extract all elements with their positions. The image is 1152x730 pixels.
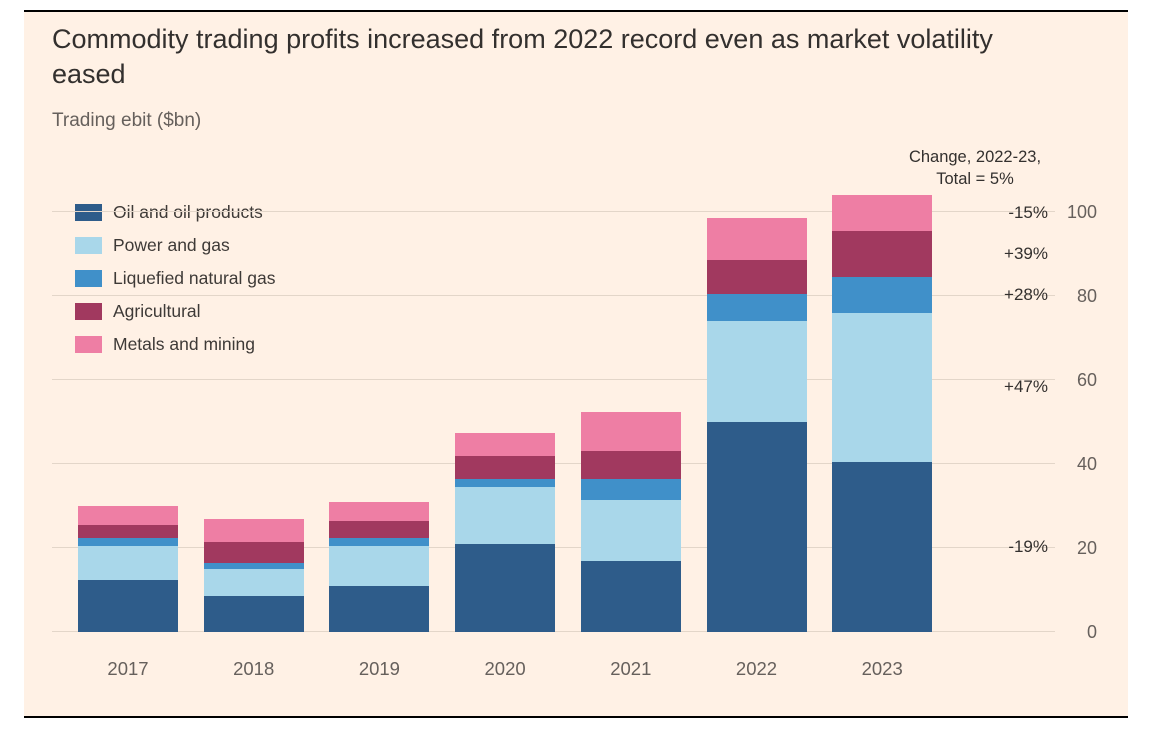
- legend-label-oil-and-oil-products: Oil and oil products: [113, 202, 263, 222]
- segment-2019-power-and-gas: [329, 545, 430, 586]
- segment-2018-oil-and-oil-products: [203, 596, 304, 632]
- segment-2018-agricultural: [203, 541, 304, 563]
- segment-2019-liquefied-natural-gas: [329, 537, 430, 546]
- segment-2020-metals-and-mining: [455, 432, 556, 456]
- segment-2020-power-and-gas: [455, 487, 556, 544]
- y-axis-label-80: 80: [1076, 286, 1097, 306]
- y-axis-label-40: 40: [1076, 454, 1097, 474]
- y-axis-label-0: 0: [1086, 622, 1097, 642]
- x-axis-label-2019: 2019: [358, 658, 400, 679]
- bar-2018: [203, 518, 304, 632]
- legend-item-agricultural: Agricultural: [75, 301, 275, 322]
- segment-2021-liquefied-natural-gas: [580, 478, 681, 500]
- x-axis-label-2023: 2023: [861, 658, 903, 679]
- change-label-liquefied-natural-gas: +28%: [1004, 284, 1048, 304]
- segment-2021-oil-and-oil-products: [580, 560, 681, 632]
- segment-2020-liquefied-natural-gas: [455, 478, 556, 488]
- legend-item-liquefied-natural-gas: Liquefied natural gas: [75, 268, 275, 289]
- plot-area: 0 20 40 60 80 100 2017 2018 2019 2020 2021 2022 2023…: [52, 192, 1097, 679]
- segment-2017-metals-and-mining: [78, 506, 178, 525]
- segment-2022-metals-and-mining: [706, 218, 807, 261]
- chart-title: Commodity trading profits increased from…: [52, 24, 993, 89]
- segment-2023-liquefied-natural-gas: [832, 277, 933, 313]
- segment-2023-metals-and-mining: [832, 195, 933, 231]
- segment-2023-power-and-gas: [832, 312, 933, 462]
- segment-2021-agricultural: [580, 451, 681, 479]
- change-annotation-line1: Change, 2022-23,: [908, 148, 1042, 166]
- segment-2022-oil-and-oil-products: [706, 422, 807, 632]
- segment-2021-metals-and-mining: [580, 411, 681, 452]
- segment-2019-oil-and-oil-products: [329, 585, 430, 632]
- segment-2019-metals-and-mining: [329, 501, 430, 521]
- legend-swatch-liquefied-natural-gas: [75, 270, 102, 287]
- change-label-power-and-gas: +47%: [1004, 377, 1048, 397]
- bar-2022: [706, 218, 807, 632]
- segment-2022-agricultural: [706, 260, 807, 294]
- change-annotation-line2: Total = 5%: [936, 170, 1014, 188]
- change-label-oil-and-oil-products: -19%: [1008, 536, 1048, 556]
- y-axis-label-60: 60: [1076, 370, 1097, 390]
- x-axis-label-2017: 2017: [107, 658, 149, 679]
- segment-2017-oil-and-oil-products: [78, 579, 178, 632]
- segment-2018-liquefied-natural-gas: [203, 562, 304, 570]
- legend-label-agricultural: Agricultural: [113, 301, 201, 321]
- chart-subtitle: Trading ebit ($bn): [52, 110, 202, 131]
- x-axis-label-2022: 2022: [735, 658, 778, 679]
- y-axis-label-100: 100: [1066, 202, 1097, 222]
- segment-2017-liquefied-natural-gas: [78, 537, 178, 546]
- segment-2023-oil-and-oil-products: [832, 461, 933, 632]
- segment-2022-power-and-gas: [706, 321, 807, 422]
- segment-2023-agricultural: [832, 230, 933, 278]
- y-axis-label-20: 20: [1076, 538, 1097, 558]
- segment-2018-metals-and-mining: [203, 518, 304, 542]
- bar-2017: [78, 506, 178, 632]
- change-label-metals-and-mining: -15%: [1008, 203, 1048, 223]
- legend-item-oil-and-oil-products: Oil and oil products: [75, 202, 275, 223]
- x-axis-label-2020: 2020: [484, 658, 526, 679]
- legend-label-power-and-gas: Power and gas: [113, 235, 230, 255]
- x-axis-label-2021: 2021: [610, 658, 652, 679]
- x-axis-label-2018: 2018: [233, 658, 275, 679]
- legend-label-liquefied-natural-gas: Liquefied natural gas: [113, 268, 276, 288]
- bar-2020: [455, 432, 556, 632]
- legend-item-metals-and-mining: Metals and mining: [75, 334, 275, 355]
- bar-2021: [580, 411, 681, 632]
- legend-swatch-oil-and-oil-products: [75, 204, 102, 221]
- segment-2017-power-and-gas: [78, 545, 178, 580]
- segment-2018-power-and-gas: [203, 569, 304, 597]
- legend-swatch-metals-and-mining: [75, 336, 102, 353]
- change-annotation: Change, 2022-23, Total = 5%: [880, 146, 1070, 190]
- legend-swatch-agricultural: [75, 303, 102, 320]
- segment-2020-agricultural: [455, 455, 556, 479]
- legend-swatch-power-and-gas: [75, 237, 102, 254]
- segment-2017-agricultural: [78, 524, 178, 538]
- segment-2020-oil-and-oil-products: [455, 543, 556, 632]
- legend: Oil and oil products Power and gas Liquefi…: [75, 202, 275, 355]
- bar-2019: [329, 501, 430, 632]
- segment-2021-power-and-gas: [580, 499, 681, 561]
- legend-item-power-and-gas: Power and gas: [75, 235, 275, 256]
- gridline-80: [52, 295, 1055, 296]
- segment-2019-agricultural: [329, 520, 430, 538]
- legend-label-metals-and-mining: Metals and mining: [113, 334, 256, 354]
- bar-2023: [832, 195, 933, 632]
- change-label-agricultural: +39%: [1004, 244, 1048, 263]
- gridline-60: [52, 379, 1055, 380]
- gridline-100: [52, 211, 1055, 212]
- segment-2022-liquefied-natural-gas: [706, 293, 807, 322]
